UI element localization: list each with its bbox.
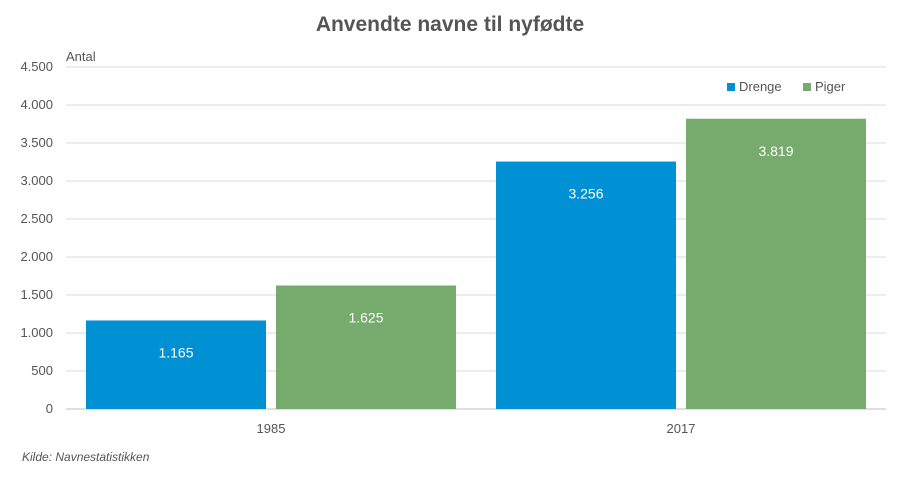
bars: [86, 118, 866, 410]
x-tick-label: 2017: [667, 421, 696, 436]
bar-drenge-2017: [496, 161, 676, 409]
legend-swatch: [727, 83, 735, 91]
legend-swatch: [803, 83, 811, 91]
data-labels: 1.165 1.625 3.256 3.819: [158, 143, 793, 361]
bar-piger-2017: [686, 118, 866, 410]
legend-label: Piger: [815, 79, 846, 94]
y-tick-label: 500: [31, 363, 53, 378]
data-label: 1.165: [158, 344, 193, 360]
y-tick-label: 3.500: [20, 135, 53, 150]
y-tick-label: 2.500: [20, 211, 53, 226]
bar-piger-1985: [276, 285, 456, 409]
y-tick-label: 4.500: [20, 59, 53, 74]
y-tick-label: 1.000: [20, 325, 53, 340]
legend-label: Drenge: [739, 79, 782, 94]
source-note: Kilde: Navnestatistikken: [22, 450, 150, 464]
y-tick-label: 4.000: [20, 97, 53, 112]
y-tick-label: 1.500: [20, 287, 53, 302]
y-tick-label: 0: [46, 401, 53, 416]
x-tick-labels: 1985 2017: [257, 421, 696, 436]
x-tick-label: 1985: [257, 421, 286, 436]
y-tick-label: 2.000: [20, 249, 53, 264]
y-axis-label: Antal: [66, 49, 96, 64]
y-tick-labels: 0 500 1.000 1.500 2.000 2.500 3.000 3.500 4.000 4…: [20, 59, 53, 416]
data-label: 1.625: [348, 310, 383, 326]
bar-drenge-1985: [86, 320, 266, 409]
legend: Drenge Piger: [727, 79, 846, 94]
data-label: 3.819: [758, 143, 793, 159]
data-label: 3.256: [568, 186, 603, 202]
chart-title: Anvendte navne til nyfødte: [316, 13, 584, 36]
y-tick-label: 3.000: [20, 173, 53, 188]
